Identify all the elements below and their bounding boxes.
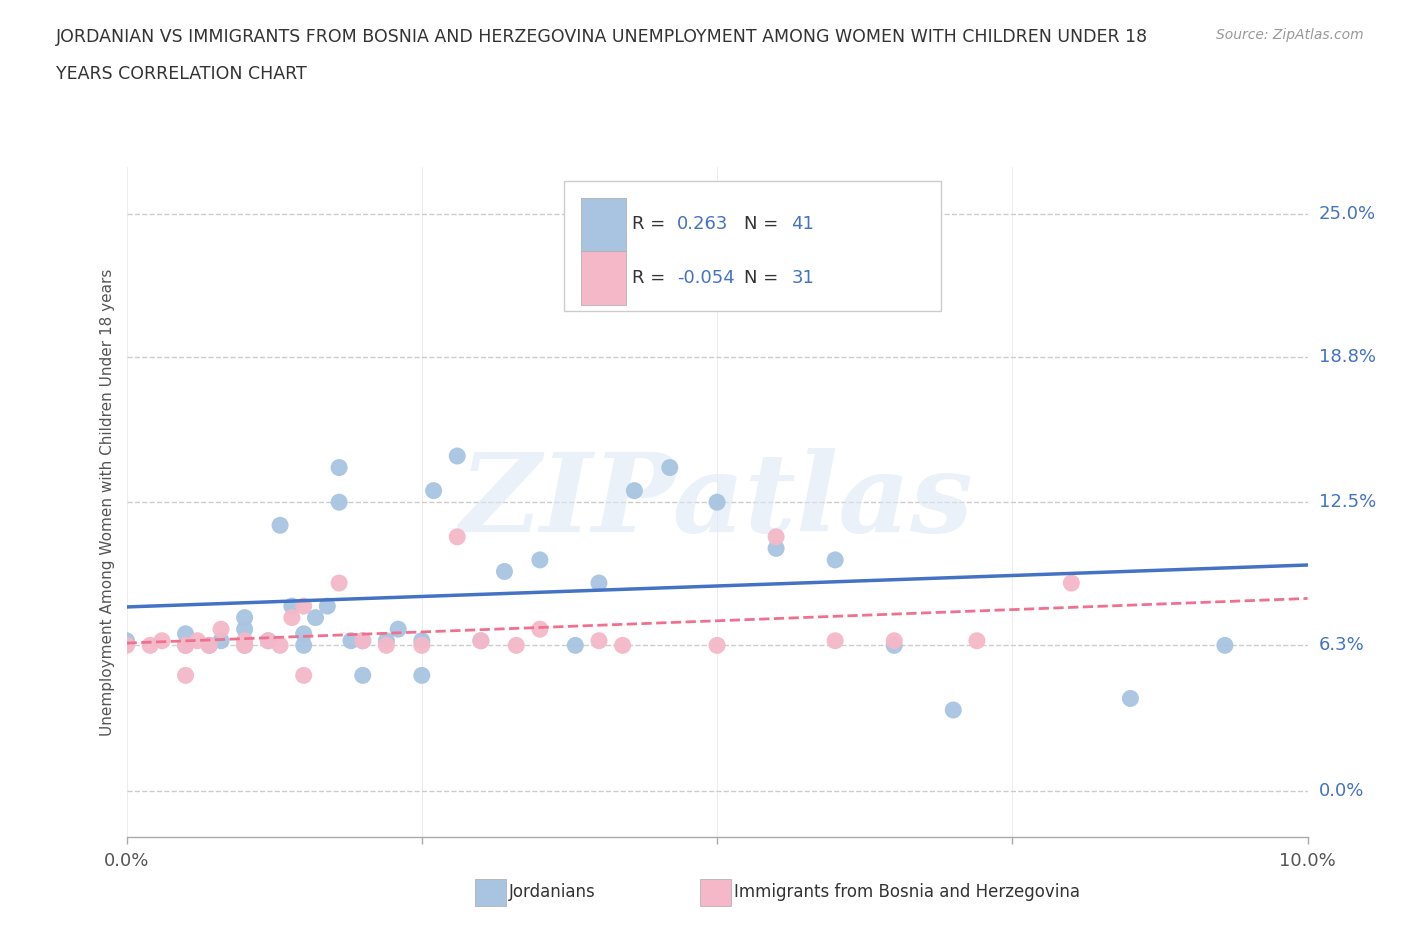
Point: [1119, 691, 1142, 706]
Point: [304, 610, 326, 625]
Point: [292, 638, 315, 653]
Point: [883, 633, 905, 648]
Text: 18.8%: 18.8%: [1319, 348, 1375, 365]
Point: [411, 668, 433, 683]
Point: [281, 599, 304, 614]
Point: [387, 622, 409, 637]
Point: [529, 552, 551, 567]
Point: [316, 599, 339, 614]
Text: 0.263: 0.263: [676, 216, 728, 233]
Point: [883, 638, 905, 653]
Point: [706, 638, 728, 653]
Point: [292, 668, 315, 683]
Point: [174, 627, 197, 642]
Point: [292, 599, 315, 614]
Point: [174, 638, 197, 653]
Point: [658, 460, 681, 475]
Point: [139, 638, 162, 653]
Text: YEARS CORRELATION CHART: YEARS CORRELATION CHART: [56, 65, 307, 83]
Text: Source: ZipAtlas.com: Source: ZipAtlas.com: [1216, 28, 1364, 42]
Point: [257, 633, 280, 648]
Point: [352, 668, 374, 683]
Point: [824, 552, 846, 567]
FancyBboxPatch shape: [564, 180, 942, 312]
Text: 31: 31: [792, 269, 814, 286]
Point: [505, 638, 527, 653]
Text: 12.5%: 12.5%: [1319, 493, 1376, 512]
Text: -0.054: -0.054: [676, 269, 735, 286]
Point: [824, 633, 846, 648]
Point: [375, 633, 398, 648]
Text: R =: R =: [633, 216, 671, 233]
Text: 25.0%: 25.0%: [1319, 205, 1376, 222]
Point: [340, 633, 363, 648]
Text: 0.0%: 0.0%: [1319, 782, 1364, 800]
Point: [233, 638, 256, 653]
Point: [186, 633, 208, 648]
Point: [588, 633, 610, 648]
Text: JORDANIAN VS IMMIGRANTS FROM BOSNIA AND HERZEGOVINA UNEMPLOYMENT AMONG WOMEN WIT: JORDANIAN VS IMMIGRANTS FROM BOSNIA AND …: [56, 28, 1149, 46]
Text: ZIPatlas: ZIPatlas: [460, 448, 974, 556]
Point: [564, 638, 586, 653]
Text: Immigrants from Bosnia and Herzegovina: Immigrants from Bosnia and Herzegovina: [734, 883, 1080, 901]
Point: [706, 495, 728, 510]
Point: [422, 484, 444, 498]
Point: [150, 633, 173, 648]
Point: [115, 633, 138, 648]
Point: [529, 622, 551, 637]
Point: [115, 638, 138, 653]
Point: [494, 564, 516, 578]
Point: [470, 633, 492, 648]
Point: [352, 633, 374, 648]
Point: [269, 518, 291, 533]
FancyBboxPatch shape: [581, 251, 626, 305]
Text: 41: 41: [792, 216, 814, 233]
Point: [174, 668, 197, 683]
Text: Jordanians: Jordanians: [509, 883, 596, 901]
Point: [470, 633, 492, 648]
Point: [765, 541, 787, 556]
Point: [257, 633, 280, 648]
FancyBboxPatch shape: [581, 197, 626, 251]
Point: [174, 638, 197, 653]
Point: [198, 638, 221, 653]
Point: [328, 576, 350, 591]
Point: [1213, 638, 1236, 653]
Point: [612, 638, 634, 653]
Text: R =: R =: [633, 269, 671, 286]
Point: [233, 610, 256, 625]
Point: [198, 638, 221, 653]
Point: [269, 638, 291, 653]
Point: [233, 638, 256, 653]
Point: [765, 529, 787, 544]
Point: [411, 633, 433, 648]
Point: [233, 633, 256, 648]
Point: [209, 633, 232, 648]
Point: [730, 275, 752, 290]
Point: [942, 702, 965, 717]
Point: [233, 622, 256, 637]
Point: [292, 627, 315, 642]
Point: [623, 484, 645, 498]
Point: [375, 638, 398, 653]
Point: [966, 633, 988, 648]
Point: [209, 622, 232, 637]
Point: [446, 529, 468, 544]
Point: [1060, 576, 1083, 591]
Text: N =: N =: [744, 216, 785, 233]
Point: [281, 610, 304, 625]
Text: N =: N =: [744, 269, 785, 286]
Point: [588, 576, 610, 591]
Y-axis label: Unemployment Among Women with Children Under 18 years: Unemployment Among Women with Children U…: [100, 269, 115, 736]
Point: [328, 495, 350, 510]
Point: [328, 460, 350, 475]
Point: [411, 638, 433, 653]
Point: [352, 633, 374, 648]
Point: [446, 448, 468, 463]
Text: 6.3%: 6.3%: [1319, 636, 1364, 655]
